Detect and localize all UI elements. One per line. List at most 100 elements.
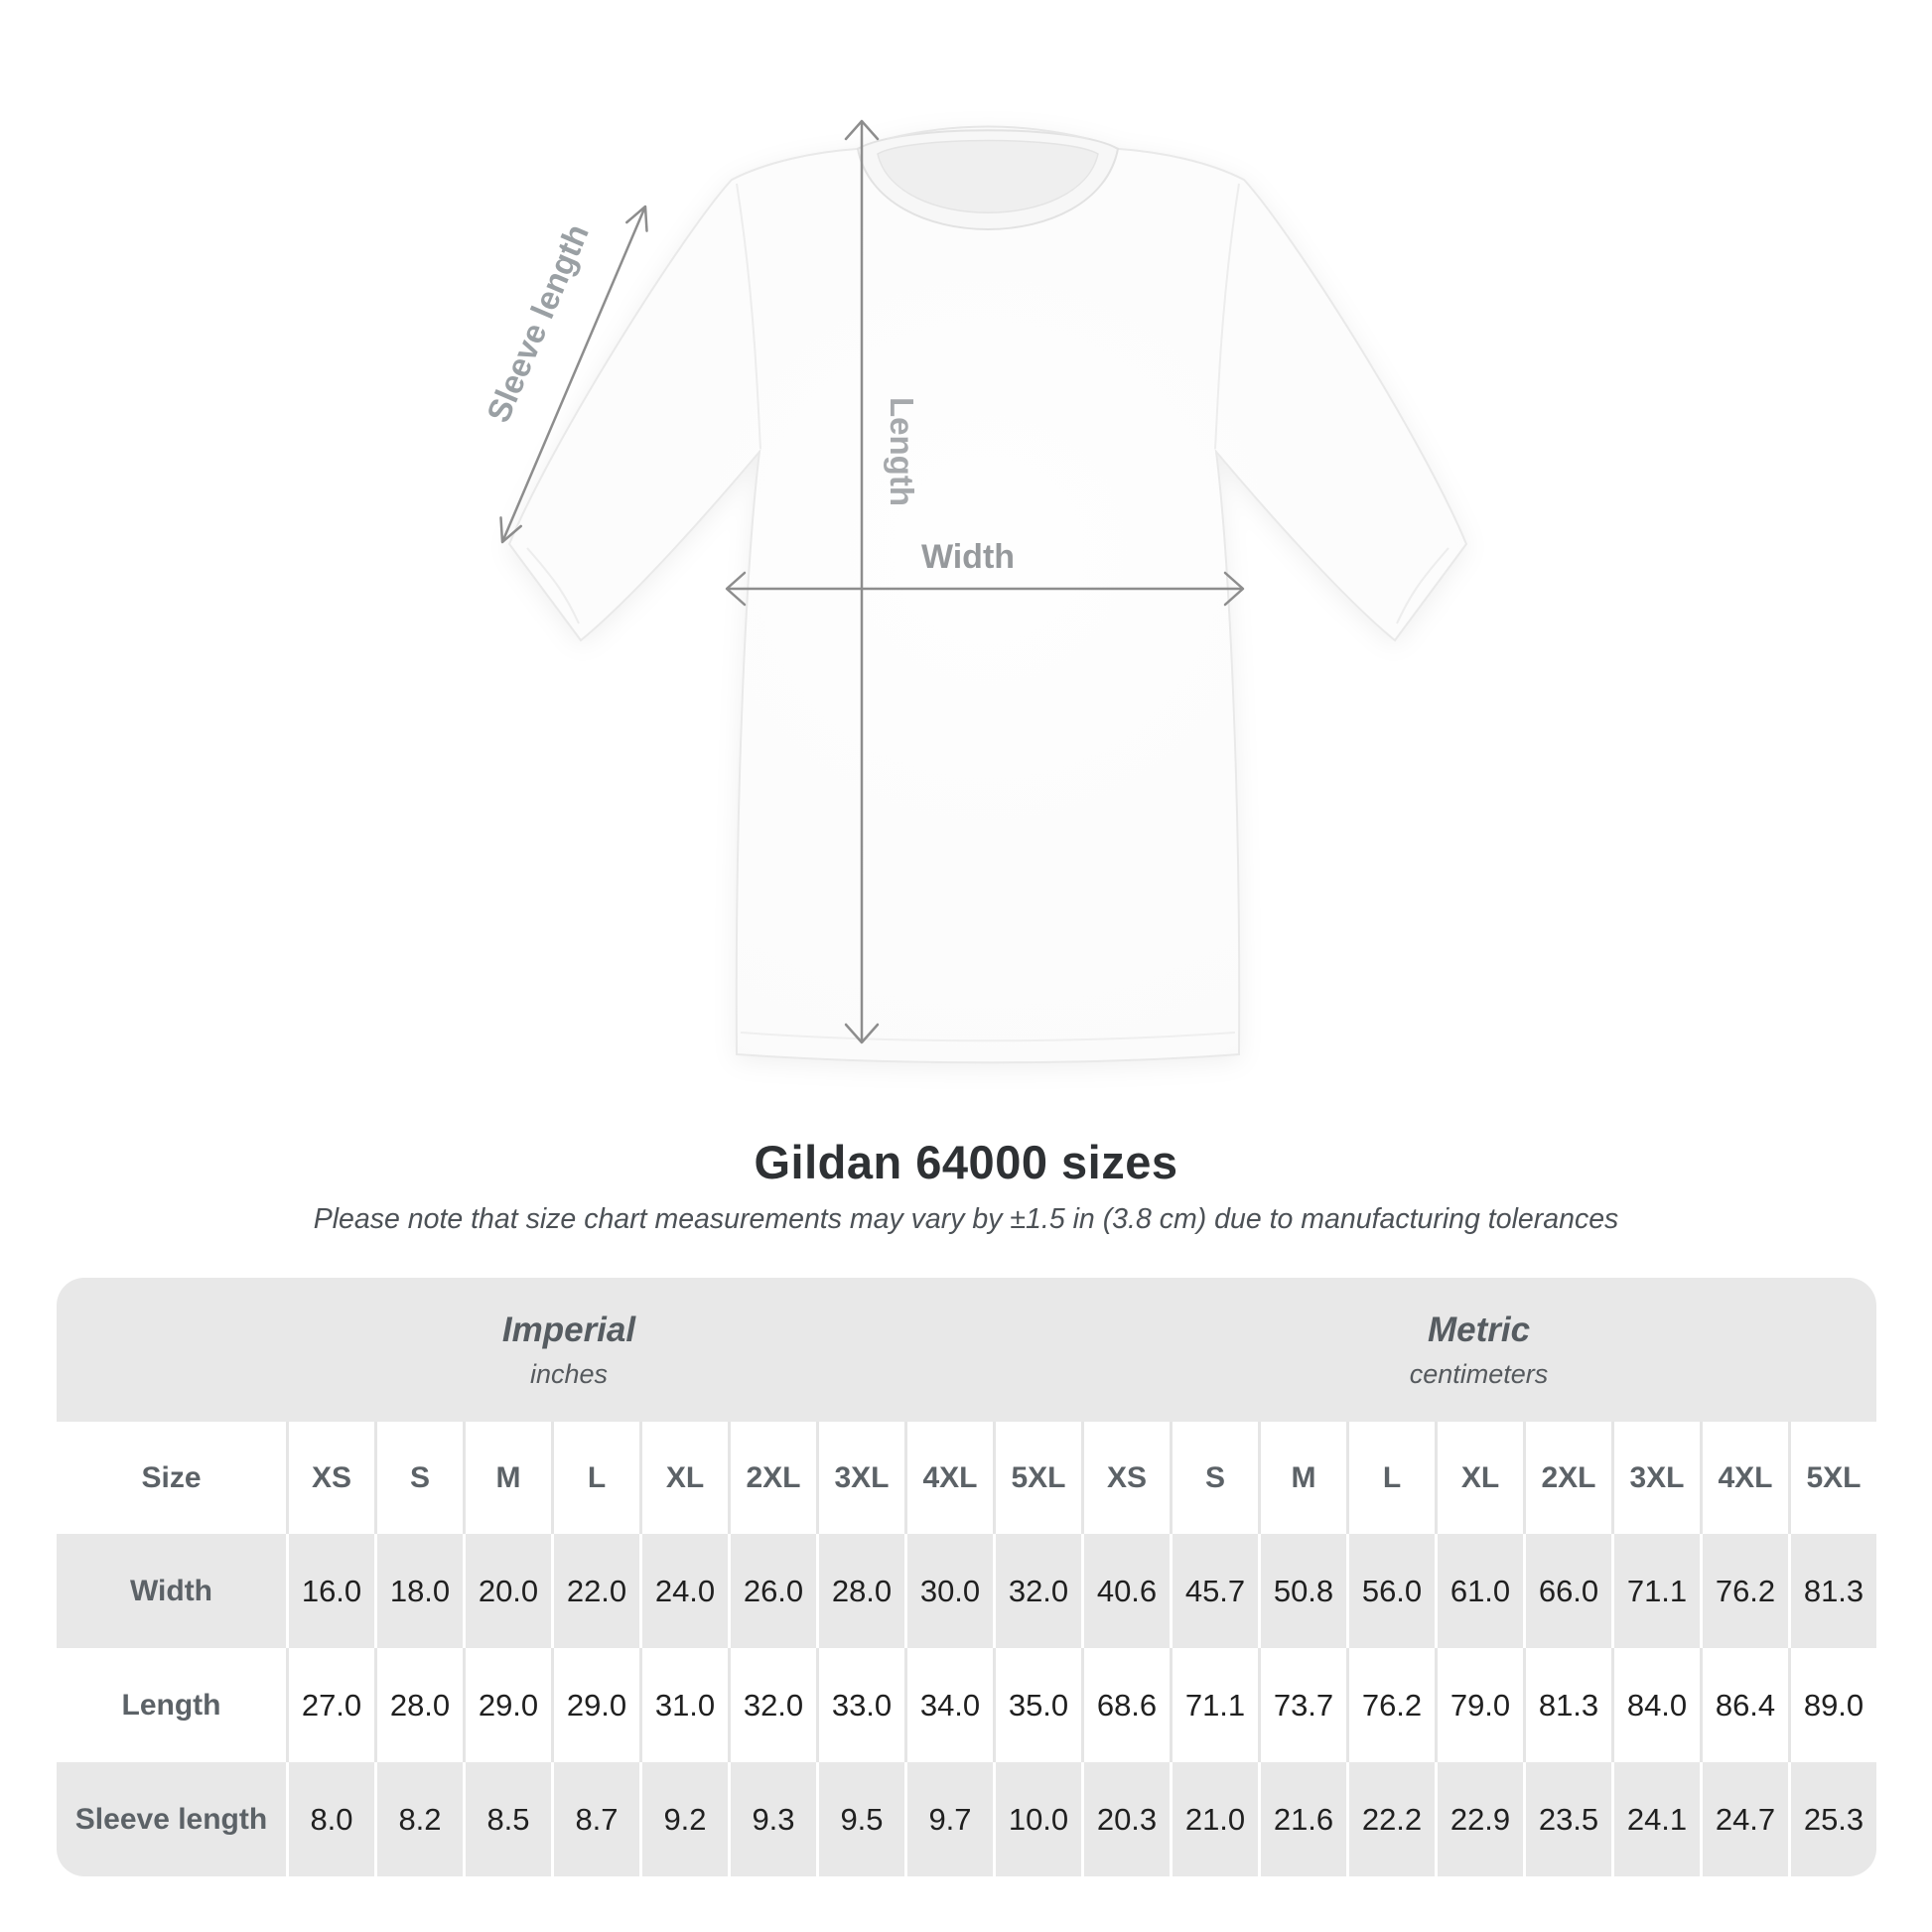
size-header-imperial-xs: XS bbox=[286, 1422, 374, 1534]
sleeve-metric-4xl: 24.7 bbox=[1700, 1762, 1788, 1876]
sleeve-imperial-3xl: 9.5 bbox=[816, 1762, 904, 1876]
width-metric-2xl: 66.0 bbox=[1523, 1534, 1611, 1648]
size-header-imperial-m: M bbox=[463, 1422, 551, 1534]
width-metric-m: 50.8 bbox=[1258, 1534, 1346, 1648]
size-header-imperial-s: S bbox=[374, 1422, 463, 1534]
sleeve-metric-2xl: 23.5 bbox=[1523, 1762, 1611, 1876]
sleeve-arrowhead-top bbox=[625, 205, 648, 232]
left-sleeve-seam bbox=[736, 183, 761, 450]
size-header-imperial-3xl: 3XL bbox=[816, 1422, 904, 1534]
sleeve-metric-xs: 20.3 bbox=[1081, 1762, 1170, 1876]
size-header-metric-s: S bbox=[1170, 1422, 1258, 1534]
sleeve-imperial-4xl: 9.7 bbox=[904, 1762, 993, 1876]
size-header-metric-4xl: 4XL bbox=[1700, 1422, 1788, 1534]
imperial-group-header: Imperial inches bbox=[57, 1278, 1081, 1422]
tshirt-illustration bbox=[507, 125, 1468, 1064]
width-label: Width bbox=[921, 538, 1015, 576]
width-imperial-l: 22.0 bbox=[551, 1534, 639, 1648]
sleeve-imperial-2xl: 9.3 bbox=[728, 1762, 816, 1876]
sleeve-length-label: Sleeve length bbox=[480, 218, 596, 427]
length-imperial-xs: 27.0 bbox=[286, 1648, 374, 1762]
size-header-imperial-l: L bbox=[551, 1422, 639, 1534]
imperial-group-name: Imperial bbox=[501, 1310, 636, 1349]
width-metric-s: 45.7 bbox=[1170, 1534, 1258, 1648]
size-header-metric-2xl: 2XL bbox=[1523, 1422, 1611, 1534]
length-metric-m: 73.7 bbox=[1258, 1648, 1346, 1762]
length-metric-l: 76.2 bbox=[1346, 1648, 1435, 1762]
width-imperial-2xl: 26.0 bbox=[728, 1534, 816, 1648]
size-header-metric-3xl: 3XL bbox=[1611, 1422, 1700, 1534]
length-imperial-3xl: 33.0 bbox=[816, 1648, 904, 1762]
width-metric-5xl: 81.3 bbox=[1788, 1534, 1876, 1648]
sleeve-imperial-xs: 8.0 bbox=[286, 1762, 374, 1876]
width-imperial-3xl: 28.0 bbox=[816, 1534, 904, 1648]
sleeve-arrow-line bbox=[500, 206, 647, 543]
length-imperial-4xl: 34.0 bbox=[904, 1648, 993, 1762]
sleeve-imperial-xl: 9.2 bbox=[639, 1762, 728, 1876]
sleeve-metric-3xl: 24.1 bbox=[1611, 1762, 1700, 1876]
width-metric-xl: 61.0 bbox=[1435, 1534, 1523, 1648]
size-column-header: Size bbox=[57, 1422, 286, 1534]
length-imperial-5xl: 35.0 bbox=[993, 1648, 1081, 1762]
length-imperial-2xl: 32.0 bbox=[728, 1648, 816, 1762]
length-label: Length bbox=[884, 397, 920, 506]
tshirt-measurement-diagram: Sleeve length Length Width bbox=[480, 119, 1468, 1064]
sleeve-row-label: Sleeve length bbox=[57, 1762, 286, 1876]
length-metric-xs: 68.6 bbox=[1081, 1648, 1170, 1762]
metric-group-unit: centimeters bbox=[1409, 1358, 1549, 1389]
width-imperial-m: 20.0 bbox=[463, 1534, 551, 1648]
length-metric-4xl: 86.4 bbox=[1700, 1648, 1788, 1762]
sleeve-imperial-s: 8.2 bbox=[374, 1762, 463, 1876]
length-metric-2xl: 81.3 bbox=[1523, 1648, 1611, 1762]
width-arrowhead-right bbox=[1223, 571, 1245, 607]
sleeve-metric-xl: 22.9 bbox=[1435, 1762, 1523, 1876]
length-metric-5xl: 89.0 bbox=[1788, 1648, 1876, 1762]
width-arrowhead-left bbox=[725, 571, 747, 607]
width-metric-l: 56.0 bbox=[1346, 1534, 1435, 1648]
metric-group-header: Metric centimeters bbox=[1081, 1278, 1876, 1422]
width-imperial-4xl: 30.0 bbox=[904, 1534, 993, 1648]
metric-group-name: Metric bbox=[1427, 1310, 1531, 1349]
right-cuff-stitch bbox=[1396, 547, 1449, 624]
size-header-imperial-2xl: 2XL bbox=[728, 1422, 816, 1534]
sleeve-imperial-m: 8.5 bbox=[463, 1762, 551, 1876]
collar-back-seam bbox=[886, 125, 1090, 140]
sleeve-imperial-l: 8.7 bbox=[551, 1762, 639, 1876]
sleeve-imperial-5xl: 10.0 bbox=[993, 1762, 1081, 1876]
length-metric-s: 71.1 bbox=[1170, 1648, 1258, 1762]
size-header-imperial-4xl: 4XL bbox=[904, 1422, 993, 1534]
tshirt-body bbox=[507, 130, 1468, 1064]
size-header-metric-m: M bbox=[1258, 1422, 1346, 1534]
page-title: Gildan 64000 sizes bbox=[754, 1136, 1178, 1188]
length-metric-3xl: 84.0 bbox=[1611, 1648, 1700, 1762]
length-row-label: Length bbox=[57, 1648, 286, 1762]
width-imperial-s: 18.0 bbox=[374, 1534, 463, 1648]
size-header-metric-l: L bbox=[1346, 1422, 1435, 1534]
collar-opening bbox=[877, 139, 1099, 213]
width-metric-xs: 40.6 bbox=[1081, 1534, 1170, 1648]
length-imperial-l: 29.0 bbox=[551, 1648, 639, 1762]
size-header-imperial-xl: XL bbox=[639, 1422, 728, 1534]
size-header-metric-xs: XS bbox=[1081, 1422, 1170, 1534]
sleeve-metric-5xl: 25.3 bbox=[1788, 1762, 1876, 1876]
size-header-metric-xl: XL bbox=[1435, 1422, 1523, 1534]
size-header-imperial-5xl: 5XL bbox=[993, 1422, 1081, 1534]
sleeve-metric-s: 21.0 bbox=[1170, 1762, 1258, 1876]
sleeve-metric-m: 21.6 bbox=[1258, 1762, 1346, 1876]
width-row-label: Width bbox=[57, 1534, 286, 1648]
width-metric-4xl: 76.2 bbox=[1700, 1534, 1788, 1648]
width-metric-3xl: 71.1 bbox=[1611, 1534, 1700, 1648]
length-imperial-s: 28.0 bbox=[374, 1648, 463, 1762]
right-sleeve-seam bbox=[1214, 183, 1240, 450]
imperial-group-unit: inches bbox=[529, 1358, 609, 1389]
size-table: Imperial inches Metric centimeters Size … bbox=[57, 1278, 1876, 1876]
sleeve-arrowhead-bottom bbox=[499, 516, 522, 544]
length-imperial-m: 29.0 bbox=[463, 1648, 551, 1762]
width-imperial-xl: 24.0 bbox=[639, 1534, 728, 1648]
length-arrowhead-bottom bbox=[844, 1023, 880, 1044]
length-metric-xl: 79.0 bbox=[1435, 1648, 1523, 1762]
length-arrowhead-top bbox=[844, 119, 880, 141]
sleeve-metric-l: 22.2 bbox=[1346, 1762, 1435, 1876]
width-imperial-5xl: 32.0 bbox=[993, 1534, 1081, 1648]
length-imperial-xl: 31.0 bbox=[639, 1648, 728, 1762]
